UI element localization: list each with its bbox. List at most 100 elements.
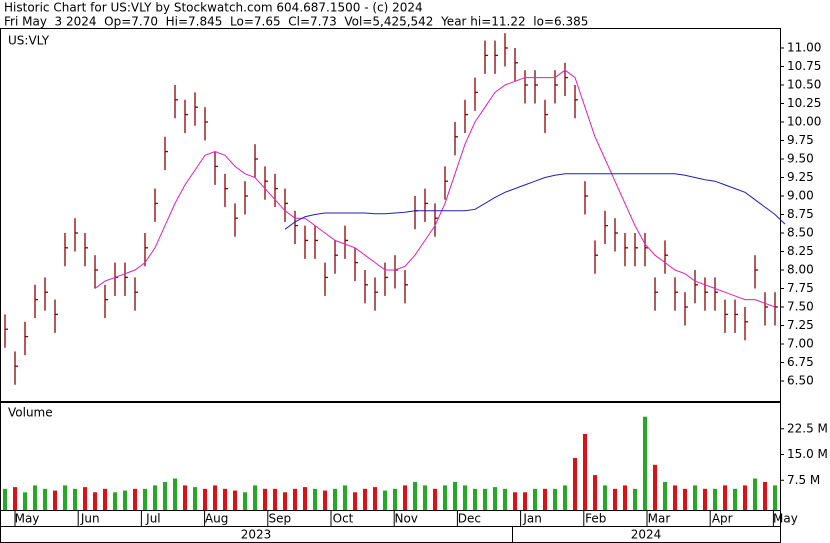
volume-bar [613, 488, 617, 510]
volume-bar [83, 487, 87, 510]
volume-bar [3, 488, 7, 510]
volume-bar [233, 490, 237, 510]
volume-bar [223, 488, 227, 510]
volume-bar [603, 485, 607, 510]
volume-bar [523, 492, 527, 510]
volume-bar [73, 488, 77, 510]
chart-subtitle: Fri May 3 2024 Op=7.70 Hi=7.845 Lo=7.65 … [4, 15, 588, 29]
volume-bar [153, 485, 157, 510]
volume-bar [553, 488, 557, 510]
y-tick-label: 7.25 [787, 318, 814, 332]
y-tick-label: 8.25 [787, 244, 814, 258]
volume-bar [643, 416, 647, 510]
month-label: Sep [268, 512, 291, 526]
chart-title: Historic Chart for US:VLY by Stockwatch.… [4, 1, 423, 15]
volume-bar [303, 487, 307, 510]
volume-bar [13, 487, 17, 510]
y-tick-label: 8.75 [787, 207, 814, 221]
year-label: 2023 [241, 528, 272, 542]
volume-bar [663, 481, 667, 510]
volume-bar [583, 433, 587, 510]
y-tick-label: 10.00 [787, 114, 821, 128]
volume-bar [593, 475, 597, 510]
symbol-label: US:VLY [8, 34, 50, 48]
volume-bar [513, 492, 517, 510]
moving-average [284, 173, 786, 230]
volume-label: Volume [8, 406, 53, 420]
month-label: Feb [585, 512, 606, 526]
volume-bar [63, 485, 67, 510]
month-label: Dec [458, 512, 481, 526]
volume-bar [713, 488, 717, 510]
volume-bar [443, 485, 447, 510]
month-label: Nov [394, 512, 417, 526]
volume-bar [773, 485, 777, 510]
volume-bar [183, 485, 187, 510]
volume-bar [573, 457, 577, 510]
volume-bar [623, 485, 627, 510]
volume-bar [283, 492, 287, 510]
volume-bar [373, 487, 377, 510]
y-tick-label: 9.50 [787, 151, 814, 165]
volume-tick-label: 15.0 M [787, 447, 828, 461]
volume-bar [563, 485, 567, 510]
volume-bar [353, 492, 357, 510]
y-tick-label: 6.75 [787, 355, 814, 369]
month-label: Oct [333, 512, 354, 526]
y-tick-label: 7.75 [787, 281, 814, 295]
volume-tick-label: 7.5 M [787, 473, 820, 487]
volume-bar [133, 488, 137, 510]
volume-bar [53, 490, 57, 510]
y-tick-label: 8.50 [787, 226, 814, 240]
volume-bar [473, 488, 477, 510]
volume-bar [653, 464, 657, 510]
volume-bar [203, 488, 207, 510]
y-tick-label: 9.75 [787, 133, 814, 147]
year-label: 2024 [631, 528, 662, 542]
month-label: Jul [145, 512, 160, 526]
volume-tick-label: 22.5 M [787, 421, 828, 435]
volume-bar [363, 488, 367, 510]
y-tick-label: 11.00 [787, 40, 821, 54]
volume-bar [733, 488, 737, 510]
volume-bar [483, 488, 487, 510]
volume-bar [163, 481, 167, 510]
month-label: Jan [522, 512, 542, 526]
volume-bar [493, 487, 497, 510]
volume-bar [683, 488, 687, 510]
volume-bar [43, 488, 47, 510]
y-tick-label: 7.00 [787, 337, 814, 351]
volume-bar [293, 488, 297, 510]
volume-bar [103, 488, 107, 510]
volume-bar [693, 485, 697, 510]
volume-bar [433, 488, 437, 510]
month-label: Apr [712, 512, 733, 526]
volume-bar [343, 485, 347, 510]
volume-bar [743, 485, 747, 510]
month-label: Mar [648, 512, 671, 526]
volume-bar [243, 492, 247, 510]
moving-average [94, 69, 776, 308]
y-tick-label: 10.25 [787, 96, 821, 110]
volume-bar [393, 488, 397, 510]
volume-bar [193, 487, 197, 510]
volume-bar [33, 485, 37, 510]
month-label: Aug [205, 512, 228, 526]
volume-bar [763, 481, 767, 510]
month-label: May [773, 512, 798, 526]
volume-bar [533, 488, 537, 510]
volume-bar [213, 485, 217, 510]
volume-bar [423, 485, 427, 510]
volume-bar [23, 492, 27, 510]
y-tick-label: 10.50 [787, 77, 821, 91]
y-tick-label: 9.25 [787, 170, 814, 184]
volume-bar [173, 478, 177, 510]
volume-bar [333, 488, 337, 510]
volume-bar [263, 488, 267, 510]
volume-bar [543, 488, 547, 510]
month-label: Jun [80, 512, 100, 526]
volume-bar [253, 485, 257, 510]
volume-bar [723, 485, 727, 510]
